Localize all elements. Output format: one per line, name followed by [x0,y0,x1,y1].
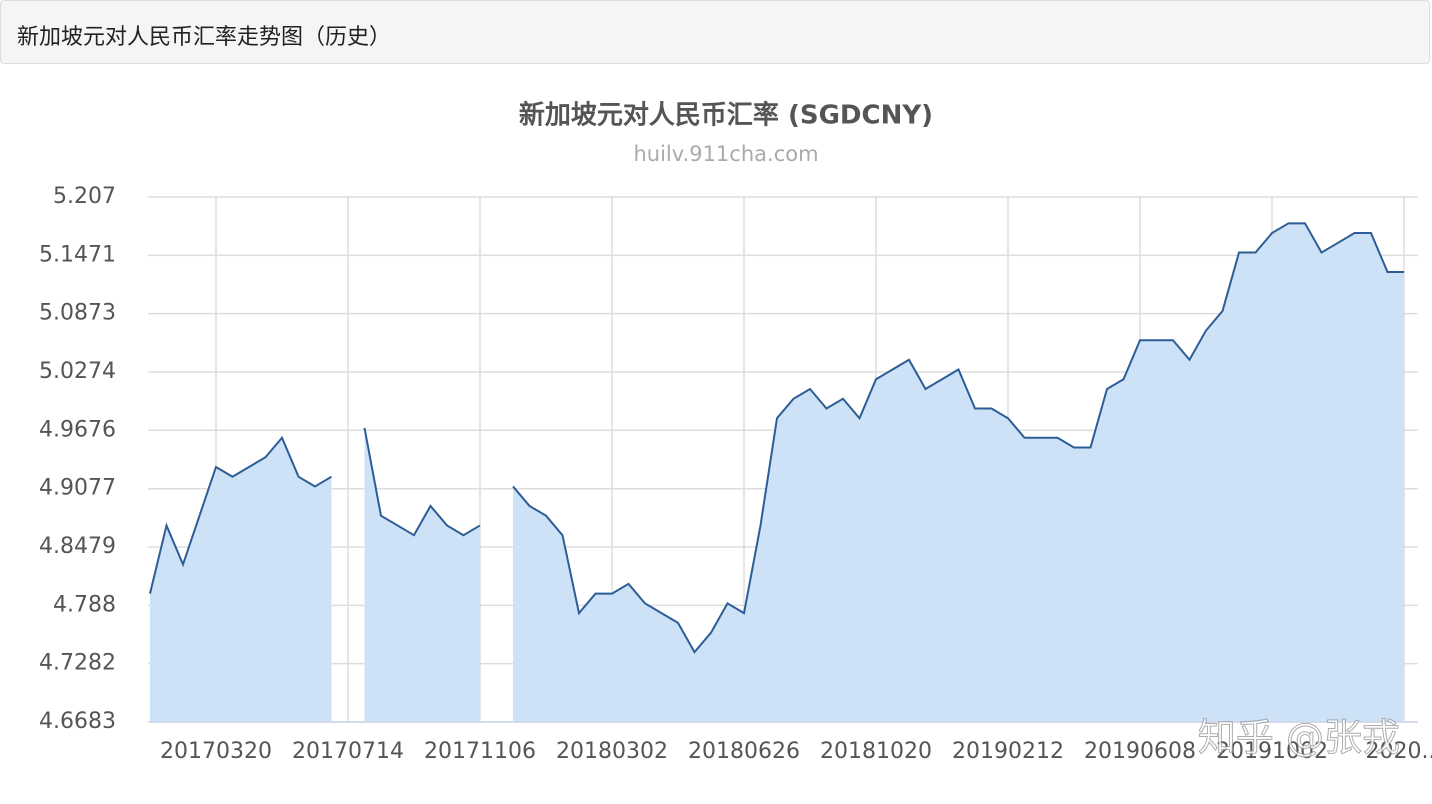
y-tick-label: 4.8479 [39,534,116,559]
y-tick-label: 5.0274 [39,359,116,384]
y-tick-label: 4.9676 [39,417,116,442]
y-tick-label: 4.7282 [39,651,116,676]
chart: 新加坡元对人民币汇率 (SGDCNY) huilv.911cha.com 5.2… [39,100,1432,765]
x-tick-label: 20171106 [424,739,536,764]
area-fill [150,437,332,722]
chart-title: 新加坡元对人民币汇率 (SGDCNY) [519,100,933,131]
x-tick-label: 20181020 [820,739,932,764]
watermark: 知乎 @张戎 [1198,716,1400,760]
x-tick-label: 20190608 [1084,739,1196,764]
x-tick-label: 20190212 [952,739,1064,764]
panel-title: 新加坡元对人民币汇率走势图（历史） [17,25,392,50]
series-line [149,435,333,594]
y-tick-label: 4.9077 [39,476,116,501]
x-tick-label: 20180626 [688,739,800,764]
series-line [363,427,481,537]
y-tick-label: 5.207 [53,184,116,209]
series-line [512,222,1404,654]
panel-header: 新加坡元对人民币汇率走势图（历史） [0,0,1430,64]
x-tick-label: 20170320 [160,739,272,764]
x-tick-label: 20170714 [292,739,404,764]
x-tick-label: 20191002 [1216,739,1328,764]
y-tick-label: 5.0873 [39,301,116,326]
y-tick-label: 4.788 [53,592,116,617]
area-fill [513,223,1404,722]
y-tick-label: 4.6683 [39,709,116,734]
area-fill [364,427,480,722]
x-tick-label: 2020... [1366,739,1432,764]
y-tick-label: 5.1471 [39,242,116,267]
x-tick-label: 20180302 [556,739,668,764]
chart-subtitle: huilv.911cha.com [633,142,818,166]
